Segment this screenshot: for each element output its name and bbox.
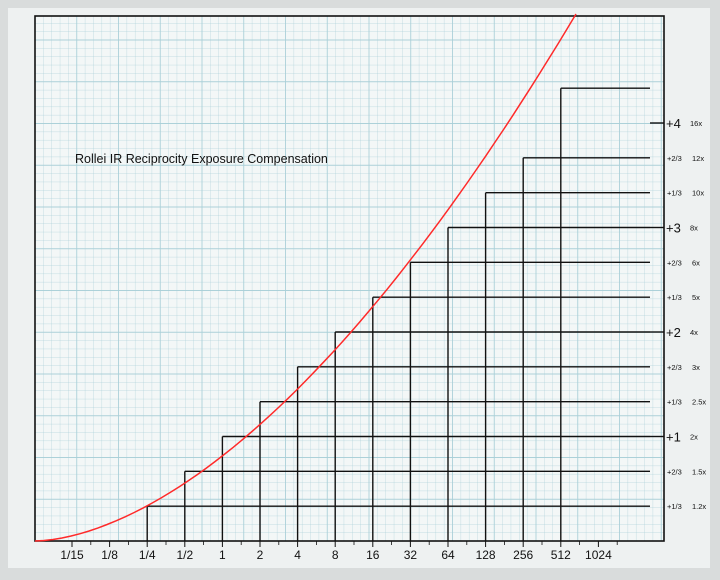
y-tick-stop-label: +2/3 (667, 467, 682, 476)
x-axis: 1/15 1/8 1/4 1/2 1 2 4 8 16 32 64 128 256 512 1024 (60, 541, 618, 562)
x-tick-label: 256 (513, 548, 533, 562)
x-tick-label: 128 (476, 548, 496, 562)
x-tick-label: 1/4 (139, 548, 156, 562)
y-axis: +1/3 1.2x +2/3 1.5x +1 2x +1/3 2.5x +2/3 3x +2 4x +1… (650, 116, 706, 511)
x-tick-label: 1/2 (176, 548, 193, 562)
x-tick-label: 2 (257, 548, 264, 562)
grid (34, 16, 664, 542)
x-tick-label: 8 (332, 548, 339, 562)
y-tick-factor-label: 4x (690, 328, 698, 337)
x-tick-label: 64 (441, 548, 455, 562)
step-lines (146, 87, 650, 541)
y-tick-factor-label: 10x (692, 189, 704, 198)
y-tick-factor-label: 2.5x (692, 398, 706, 407)
y-tick-factor-label: 6x (692, 258, 700, 267)
reciprocity-curve (34, 13, 577, 542)
x-tick-label: 16 (366, 548, 380, 562)
y-tick-stop-label: +4 (666, 116, 681, 131)
x-tick-label: 1/15 (60, 548, 84, 562)
x-tick-label: 1/8 (101, 548, 118, 562)
y-tick-stop-label: +1 (666, 430, 681, 445)
y-tick-factor-label: 3x (692, 363, 700, 372)
y-tick-stop-label: +2 (666, 325, 681, 340)
y-tick-stop-label: +2/3 (667, 154, 682, 163)
x-tick-label: 4 (294, 548, 301, 562)
y-tick-stop-label: +2/3 (667, 363, 682, 372)
plot-frame (34, 15, 665, 542)
y-tick-factor-label: 1.2x (692, 502, 706, 511)
y-tick-stop-label: +1/3 (667, 398, 682, 407)
y-tick-stop-label: +1/3 (667, 293, 682, 302)
y-tick-factor-label: 12x (692, 154, 704, 163)
chart-title: Rollei IR Reciprocity Exposure Compensat… (75, 152, 328, 166)
x-tick-label: 1024 (585, 548, 612, 562)
y-tick-factor-label: 16x (690, 119, 702, 128)
y-tick-factor-label: 8x (690, 224, 698, 233)
y-tick-factor-label: 1.5x (692, 467, 706, 476)
y-tick-stop-label: +1/3 (667, 502, 682, 511)
x-tick-label: 1 (219, 548, 226, 562)
grid-background (35, 16, 664, 541)
y-tick-factor-label: 2x (690, 433, 698, 442)
y-tick-stop-label: +2/3 (667, 258, 682, 267)
x-tick-label: 512 (551, 548, 571, 562)
y-tick-stop-label: +1/3 (667, 189, 682, 198)
y-tick-stop-label: +3 (666, 221, 681, 236)
y-tick-factor-label: 5x (692, 293, 700, 302)
x-tick-label: 32 (404, 548, 418, 562)
